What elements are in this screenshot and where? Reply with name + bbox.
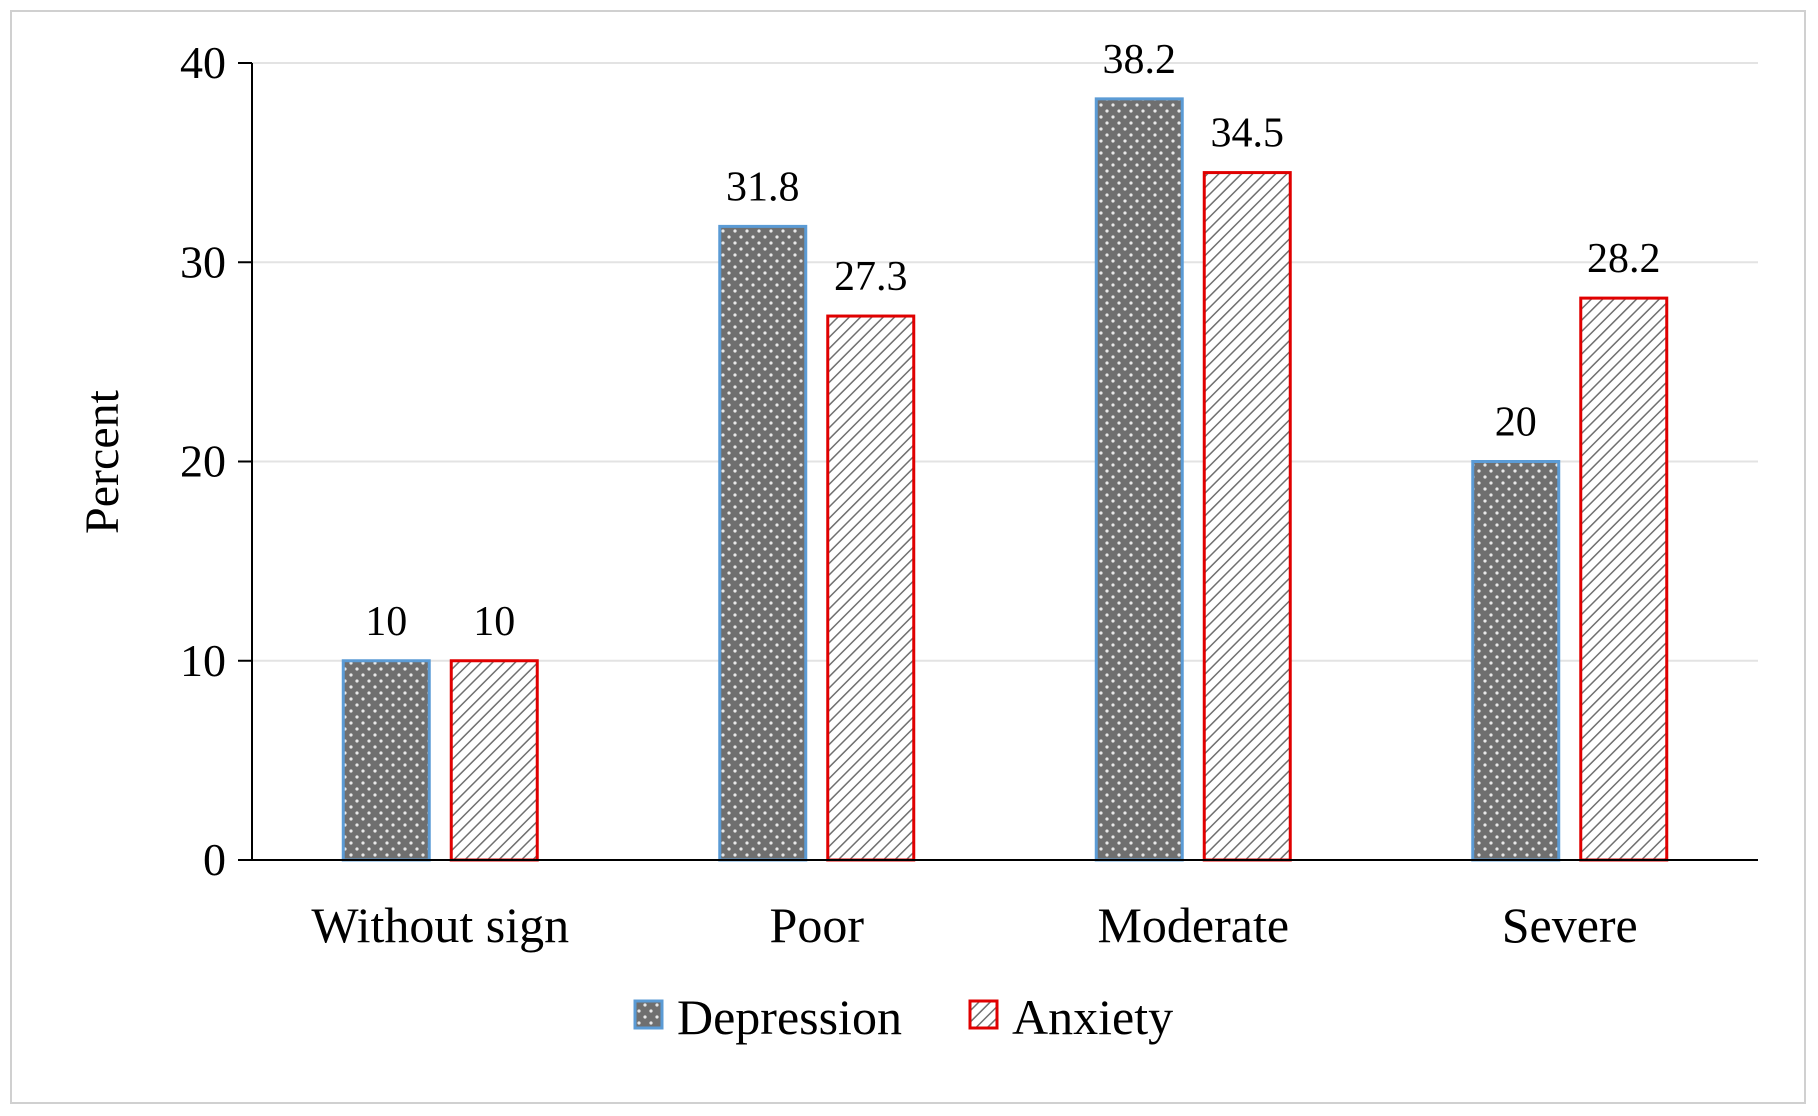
legend-swatch-depression <box>633 999 664 1030</box>
bar-depression-1 <box>718 224 808 862</box>
legend-swatch-anxiety <box>968 999 999 1030</box>
data-label: 10 <box>473 599 515 645</box>
y-tick-label: 10 <box>180 635 226 686</box>
bars <box>341 97 1669 862</box>
axes <box>238 62 1758 861</box>
bar-anxiety-0 <box>449 659 539 862</box>
bar-depression-3 <box>1471 460 1561 862</box>
tick-labels: 0 10 20 30 40 Without sign Poor Moderate Severe <box>180 37 1638 953</box>
x-category-label: Without sign <box>311 897 569 953</box>
y-tick-label: 30 <box>180 236 226 287</box>
x-category-label: Poor <box>770 897 865 953</box>
y-tick-label: 40 <box>180 37 226 88</box>
y-axis-title: Percent <box>76 389 129 534</box>
y-tick-label: 0 <box>203 834 226 885</box>
bar-depression-0 <box>341 659 431 862</box>
data-label: 34.5 <box>1211 111 1285 157</box>
legend-label: Depression <box>677 989 902 1045</box>
bar-anxiety-1 <box>826 314 916 862</box>
x-category-label: Severe <box>1502 897 1638 953</box>
legend-label: Anxiety <box>1012 989 1173 1045</box>
bar-anxiety-2 <box>1202 171 1292 862</box>
data-label: 31.8 <box>726 164 800 210</box>
legend: Depression Anxiety <box>633 989 1173 1045</box>
bar-anxiety-3 <box>1579 296 1669 862</box>
data-label: 10 <box>365 599 407 645</box>
x-category-label: Moderate <box>1097 897 1289 953</box>
data-label: 20 <box>1495 400 1537 446</box>
bar-depression-2 <box>1094 97 1184 862</box>
y-tick-label: 20 <box>180 436 226 487</box>
data-label: 28.2 <box>1587 236 1661 282</box>
data-labels: 10 10 31.8 27.3 38.2 34.5 20 28.2 <box>365 37 1660 645</box>
data-label: 38.2 <box>1103 37 1177 83</box>
data-label: 27.3 <box>834 254 908 300</box>
